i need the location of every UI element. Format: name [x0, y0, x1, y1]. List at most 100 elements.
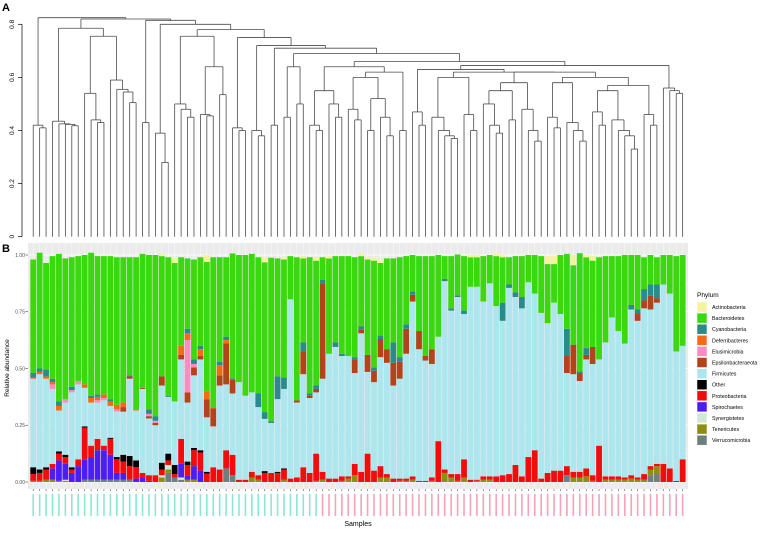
sample-bar: [30, 259, 37, 482]
sample-bar: [107, 256, 114, 482]
bar-segment-oth: [36, 469, 43, 473]
bar-segment-oth: [68, 467, 75, 470]
bar-segment-oth: [43, 467, 49, 470]
bar-segment-elu: [101, 398, 107, 401]
sample-label-mark: [186, 494, 189, 516]
bar-segment-firm: [287, 299, 294, 479]
legend-item: Other: [696, 379, 725, 390]
sample-label-mark: [514, 494, 517, 516]
bar-segment-cya: [396, 357, 403, 362]
legend-swatch: [696, 379, 708, 390]
bar-segment-bac: [62, 258, 69, 400]
sample-label-mark: [398, 494, 401, 516]
bar-segment-firm: [101, 400, 107, 446]
sample-label-mark: [193, 494, 195, 516]
bar-segment-eps: [654, 298, 660, 303]
sample-label-mark: [405, 494, 407, 516]
bar-segment-elu: [113, 409, 120, 412]
bar-segment-bac: [615, 256, 622, 332]
sample-bar: [146, 255, 152, 482]
sample-bar: [261, 257, 268, 482]
bar-segment-eps: [403, 328, 410, 354]
sample-label-mark: [662, 494, 665, 516]
sample-bar: [56, 253, 62, 482]
sample-bar: [126, 257, 133, 482]
bar-segment-cya: [94, 394, 101, 397]
sample-label-mark: [508, 494, 510, 516]
bar-segment-bac: [531, 255, 538, 294]
sample-bar: [326, 256, 332, 482]
bar-segment-def: [133, 409, 139, 411]
sample-label-mark: [649, 494, 652, 516]
bar-segment-pro: [236, 479, 242, 482]
sample-bar: [68, 257, 75, 482]
sample-bar: [499, 255, 506, 482]
bar-segment-bac: [634, 255, 641, 310]
bar-segment-ten: [634, 479, 641, 482]
bar-segment-firm: [441, 281, 448, 470]
sample-label-mark: [302, 494, 305, 516]
bar-segment-pro: [435, 441, 442, 482]
bar-segment-act: [364, 257, 371, 260]
bar-segment-elu: [191, 363, 197, 368]
bar-segment-pro: [628, 475, 635, 479]
bar-segment-pro: [480, 476, 487, 480]
bar-segment-cya: [88, 395, 94, 399]
bar-segment-cya: [268, 421, 275, 423]
bar-segment-bac: [113, 257, 120, 405]
bar-segment-eps: [589, 346, 596, 364]
sample-bar: [506, 257, 512, 482]
sample-bar: [473, 255, 480, 482]
bar-segment-bac: [242, 255, 249, 396]
bar-segment-ten: [351, 475, 358, 482]
bar-segment-bac: [120, 257, 127, 403]
bar-segment-bac: [441, 256, 448, 279]
sample-bar: [409, 255, 416, 482]
sample-bar: [666, 255, 673, 482]
legend-item: Bacteroidetes: [696, 312, 745, 324]
bar-segment-ten: [248, 477, 255, 482]
bar-segment-pro: [621, 477, 628, 480]
bar-segment-def: [49, 382, 56, 385]
bar-segment-firm: [383, 362, 390, 475]
bar-segment-pro: [570, 471, 577, 478]
dendrogram-panel: [32, 17, 684, 237]
sample-bar: [512, 256, 519, 482]
legend-swatch: [696, 346, 708, 357]
sample-label-mark: [289, 494, 292, 516]
sample-bar: [486, 255, 493, 482]
bar-segment-bac: [81, 255, 88, 385]
sample-label-mark: [411, 494, 414, 516]
bar-segment-pro: [557, 470, 564, 482]
bar-segment-eps: [576, 373, 583, 381]
bar-segment-eps: [358, 329, 365, 334]
bar-segment-pro: [512, 464, 519, 482]
legend-label: Proteobacteria: [712, 394, 747, 400]
sample-label-mark: [122, 494, 125, 516]
bar-segment-bac: [300, 258, 307, 343]
bar-segment-eps: [120, 407, 127, 412]
bar-segment-bac: [158, 256, 165, 377]
bar-segment-elu: [152, 420, 159, 423]
bar-segment-def: [43, 376, 49, 379]
bar-segment-firm: [107, 405, 114, 438]
sample-bar: [88, 252, 94, 482]
legend-label: Elusimicrobia: [712, 349, 744, 355]
bar-segment-firm: [602, 342, 609, 477]
bar-segment-eps: [178, 354, 185, 360]
sample-label-mark: [109, 494, 112, 516]
bar-segment-pro: [293, 477, 300, 482]
legend-label: Other: [712, 383, 725, 389]
bar-segment-spi: [139, 477, 146, 482]
bar-segment-spi: [184, 475, 191, 480]
sample-bar: [628, 255, 635, 482]
bar-segment-eps: [191, 367, 197, 376]
sample-bar: [654, 257, 660, 482]
bar-segment-bac: [544, 264, 551, 324]
bar-segment-pro: [223, 450, 230, 469]
sample-bar: [236, 255, 242, 482]
bar-segment-firm: [293, 402, 300, 478]
bar-segment-ten: [30, 480, 37, 482]
sample-label-mark: [604, 494, 607, 516]
bar-segment-act: [326, 256, 332, 259]
